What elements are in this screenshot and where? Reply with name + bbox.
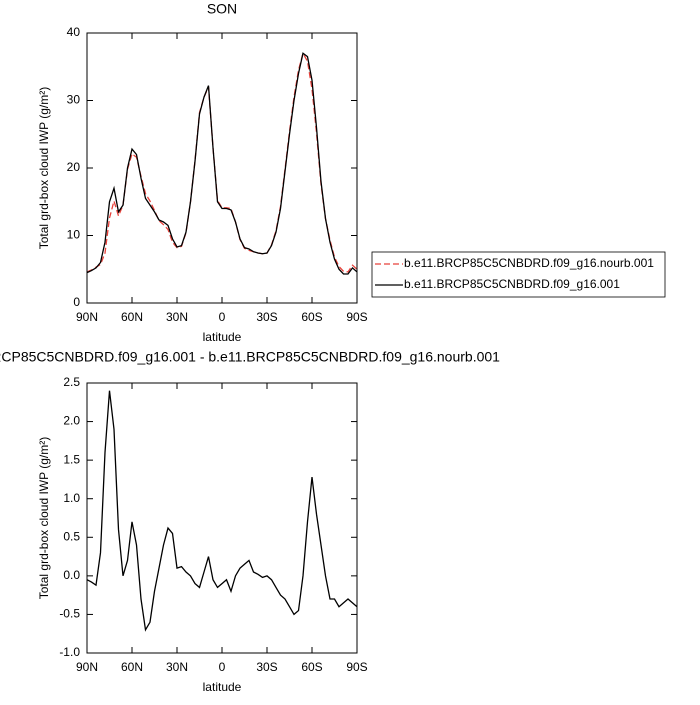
x-axis-label: latitude: [203, 330, 242, 344]
y-tick-label: 10: [67, 228, 81, 242]
y-tick-label: 40: [67, 25, 81, 39]
y-axis-label: Total grd-box cloud IWP (g/m²): [37, 437, 51, 600]
x-tick-label: 0: [219, 660, 226, 674]
x-tick-label: 30S: [256, 310, 277, 324]
legend-label: b.e11.BRCP85C5CNBDRD.f09_g16.001: [404, 277, 620, 291]
y-tick-label: 0.0: [63, 568, 80, 582]
y-tick-label: 0.5: [63, 529, 80, 543]
y-tick-label: -1.0: [59, 645, 80, 659]
y-tick-label: 20: [67, 160, 81, 174]
x-tick-label: 30N: [166, 660, 188, 674]
y-tick-label: 2.5: [63, 375, 80, 389]
x-tick-label: 30N: [166, 310, 188, 324]
y-tick-label: 2.0: [63, 414, 80, 428]
data-line: [86, 390, 358, 632]
data-line: [86, 52, 358, 275]
y-tick-label: 1.5: [63, 452, 80, 466]
x-axis-label: latitude: [203, 680, 242, 694]
x-tick-label: 90S: [346, 660, 367, 674]
x-tick-label: 60N: [121, 660, 143, 674]
chart-title: b.e11.BRCP85C5CNBDRD.f09_g16.001 - b.e11…: [0, 349, 500, 365]
y-axis-label: Total grd-box cloud IWP (g/m²): [37, 87, 51, 250]
plot-frame: [86, 32, 358, 304]
chart-title: SON: [207, 1, 237, 17]
plot-frame: [86, 382, 358, 654]
y-tick-label: -0.5: [59, 607, 80, 621]
x-tick-label: 60N: [121, 310, 143, 324]
x-tick-label: 60S: [301, 310, 322, 324]
legend-label: b.e11.BRCP85C5CNBDRD.f09_g16.nourb.001: [404, 256, 654, 270]
x-tick-label: 0: [219, 310, 226, 324]
data-line: [86, 51, 358, 273]
x-tick-label: 60S: [301, 660, 322, 674]
legend-box: [371, 251, 666, 298]
x-tick-label: 90N: [76, 310, 98, 324]
y-tick-label: 30: [67, 93, 81, 107]
x-tick-label: 90S: [346, 310, 367, 324]
y-tick-label: 0: [73, 295, 80, 309]
x-tick-label: 90N: [76, 660, 98, 674]
x-tick-label: 30S: [256, 660, 277, 674]
y-tick-label: 1.0: [63, 491, 80, 505]
